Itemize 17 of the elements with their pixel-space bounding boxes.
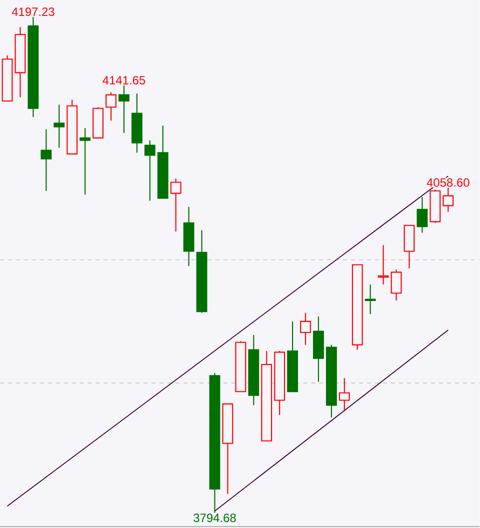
candlestick	[40, 128, 52, 192]
annotation: 3794.68	[194, 514, 236, 522]
candlestick	[144, 140, 156, 202]
candlestick	[118, 84, 130, 134]
candlestick	[416, 196, 428, 234]
annotation: 4141.65	[102, 76, 146, 84]
candlestick	[364, 284, 376, 315]
candlestick	[54, 104, 65, 148]
candlestick	[106, 92, 117, 122]
candlestick	[300, 312, 312, 346]
candlestick	[378, 244, 389, 286]
candlestick	[390, 269, 402, 302]
annotation: 4058.60	[426, 178, 470, 187]
annotation: 4197.23	[12, 8, 54, 16]
candlestick	[170, 178, 182, 232]
candlestick	[339, 378, 350, 412]
candlestick	[80, 128, 91, 196]
